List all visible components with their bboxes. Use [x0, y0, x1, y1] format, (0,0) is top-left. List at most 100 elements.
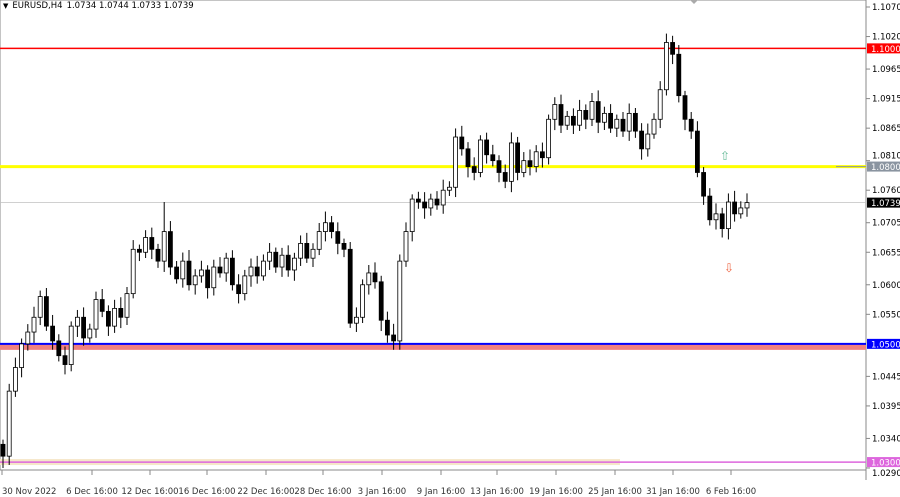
candle-body [37, 296, 43, 318]
candle-body [719, 213, 725, 230]
chart-shift-marker [690, 0, 698, 4]
candle [688, 111, 694, 139]
candle [31, 306, 37, 343]
candle-body [19, 343, 25, 368]
candle [0, 439, 6, 468]
symbol-label: EURUSD,H4 [12, 1, 63, 11]
candle-body [558, 104, 564, 126]
candle-body [298, 242, 304, 259]
candle [726, 193, 731, 240]
candle [707, 188, 713, 226]
candle [670, 35, 675, 65]
candle-body [106, 310, 111, 327]
candle-body [502, 172, 508, 182]
candle [521, 152, 527, 178]
candle [136, 244, 142, 262]
candle [372, 262, 378, 289]
level-price-label: 1.0500 [871, 340, 900, 350]
x-tick-label: 30 Nov 2022 [2, 487, 56, 497]
candle [453, 128, 459, 198]
candle-body [428, 198, 434, 209]
candle [384, 311, 390, 343]
candle-body [434, 198, 440, 206]
candle [217, 257, 223, 278]
candle [186, 249, 192, 291]
candle-body [217, 266, 223, 274]
candle-body [403, 231, 409, 262]
candle [440, 179, 446, 214]
candle-body [614, 118, 620, 129]
candle-body [484, 139, 490, 156]
candle [366, 264, 372, 295]
candle-body [50, 325, 55, 342]
candle-body [540, 151, 545, 159]
candle-body [155, 248, 161, 262]
x-tick-label: 28 Dec 16:00 [294, 487, 351, 497]
candle [732, 190, 737, 222]
y-tick-label: 1.0445 [872, 372, 900, 382]
candle [533, 145, 539, 173]
x-tick-label: 22 Dec 16:00 [237, 487, 294, 497]
candle-body [471, 166, 477, 173]
candle [291, 252, 297, 281]
candle-body [391, 334, 397, 342]
candle [167, 221, 173, 275]
x-tick-label: 31 Jan 16:00 [646, 487, 700, 497]
candle-body [81, 316, 86, 339]
arrow-down-icon: ⇩ [724, 261, 734, 275]
candle [37, 290, 43, 326]
candle [477, 135, 483, 178]
candle-body [552, 104, 558, 120]
x-tick-label: 12 Dec 16:00 [121, 487, 178, 497]
candle-body [242, 275, 248, 295]
candle [546, 114, 551, 165]
candle [155, 243, 161, 268]
candle-body [676, 53, 682, 97]
candle [446, 181, 452, 196]
candle [633, 108, 638, 138]
candle-body [738, 207, 744, 215]
candle-body [415, 198, 421, 203]
candle [397, 254, 403, 350]
current-price-label: 1.0739 [871, 199, 900, 209]
current-price-label-bg [867, 197, 900, 208]
candle [645, 123, 651, 157]
candle-body [651, 118, 657, 135]
plot-area [0, 0, 867, 471]
candle [223, 252, 229, 282]
candle-body [0, 443, 6, 457]
candle [285, 245, 291, 277]
candle-body [664, 42, 669, 91]
candle-body [62, 355, 68, 365]
candle-body [496, 160, 502, 173]
candle-body [608, 112, 613, 129]
candle-body [602, 112, 607, 123]
triangle-down-icon[interactable]: ▼ [3, 2, 9, 10]
candle-body [695, 130, 700, 173]
candle-body [657, 89, 663, 120]
level-price-label-bg [867, 457, 900, 468]
candle-body [31, 316, 37, 333]
candle [378, 275, 384, 332]
candle-body [726, 201, 731, 230]
chart-title: ▼ EURUSD,H4 1.0734 1.0744 1.0733 1.0739 [3, 1, 194, 11]
candle-body [490, 154, 496, 162]
candle-body [68, 325, 74, 365]
y-tick-label: 1.0915 [872, 95, 900, 105]
candle-body [267, 251, 273, 262]
candle-body [279, 254, 285, 268]
candle-body [236, 284, 242, 295]
candle [595, 90, 601, 134]
candle-body [180, 260, 186, 280]
candle [260, 254, 266, 281]
x-tick-label: 13 Jan 16:00 [470, 487, 524, 497]
candle-body [440, 189, 446, 206]
candle-body [571, 115, 576, 126]
candle [99, 289, 105, 318]
y-tick-label: 1.1020 [872, 33, 900, 43]
candle [614, 114, 620, 137]
x-tick-label: 16 Dec 16:00 [178, 487, 235, 497]
candle-body [372, 272, 378, 283]
y-tick-label: 1.0705 [872, 219, 900, 229]
